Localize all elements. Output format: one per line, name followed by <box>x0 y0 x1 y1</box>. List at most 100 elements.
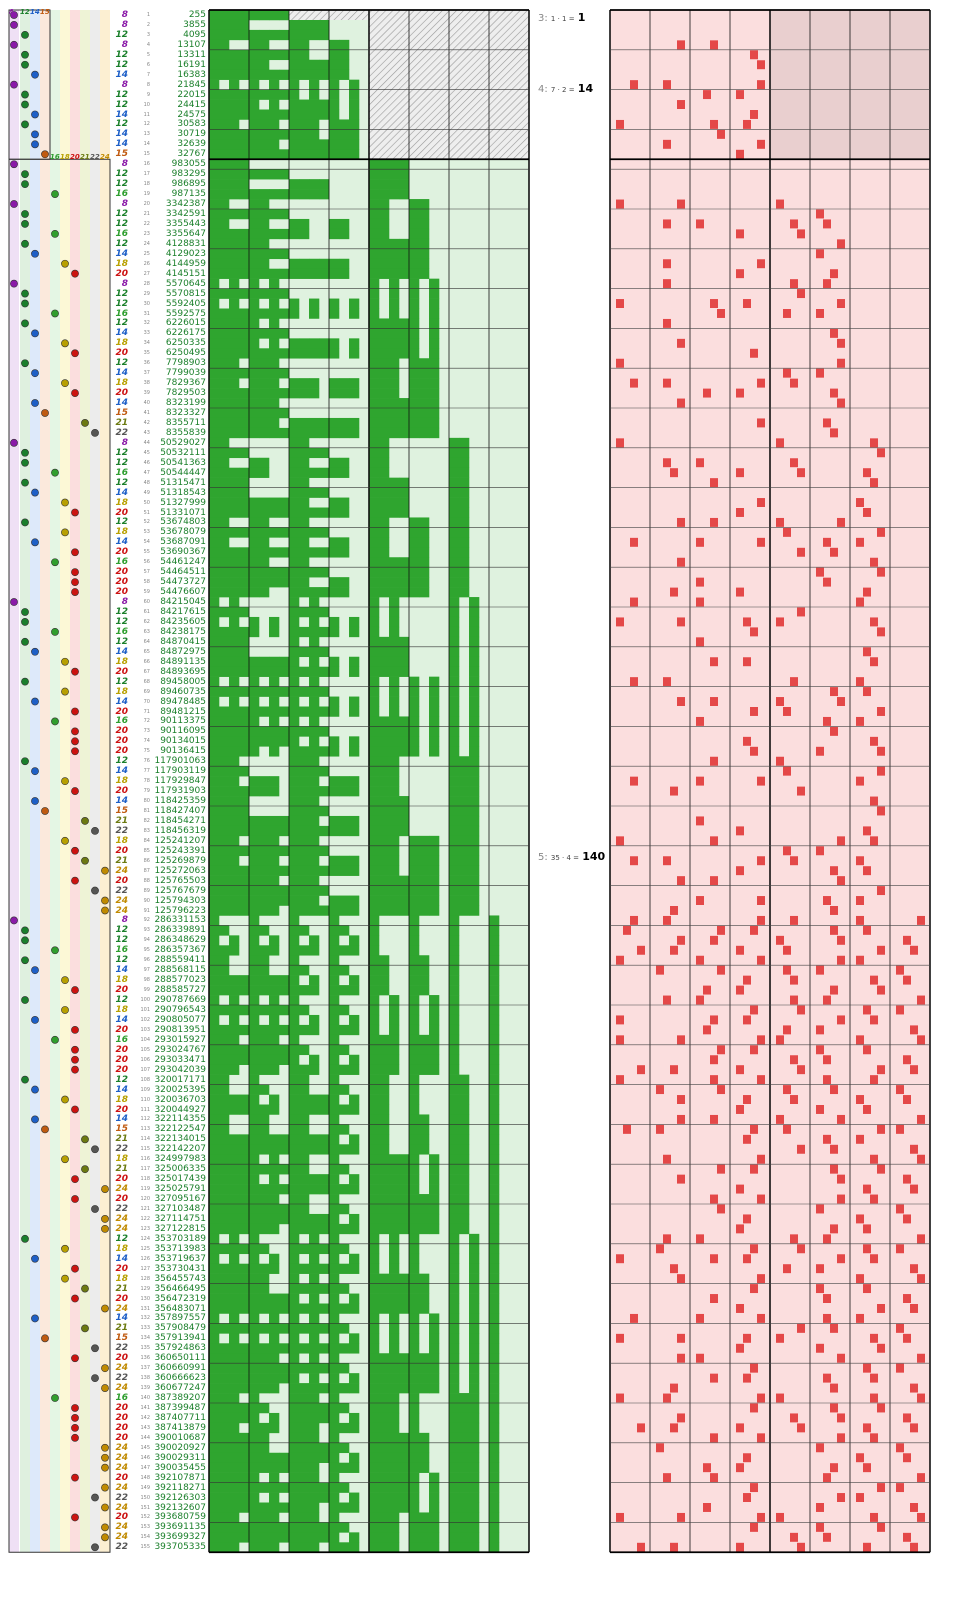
green-bit <box>289 1323 300 1334</box>
green-bit <box>349 1263 360 1274</box>
green-bit <box>219 338 230 349</box>
green-bit <box>219 1204 230 1215</box>
red-bit <box>670 587 678 597</box>
green-bit <box>389 1343 400 1354</box>
green-bit <box>239 1403 250 1414</box>
green-bit <box>389 696 400 707</box>
green-bit <box>489 1104 500 1115</box>
weight-dot <box>81 1324 89 1333</box>
green-bit <box>369 1024 380 1036</box>
green-bit <box>369 1512 380 1523</box>
green-bit <box>209 1383 220 1394</box>
green-bit <box>249 1194 260 1205</box>
green-bit <box>289 995 300 1006</box>
row-value: 90113375 <box>160 716 206 727</box>
green-bit <box>249 1482 260 1493</box>
green-bit <box>429 1542 440 1553</box>
green-bit <box>299 1263 310 1274</box>
green-bit <box>449 835 460 847</box>
weight-header-22: 22 <box>90 153 100 162</box>
green-bit <box>409 1064 420 1075</box>
row-value: 3855 <box>183 19 206 30</box>
row-weight: 14 <box>115 766 128 777</box>
green-bit <box>239 1482 250 1493</box>
green-bit <box>379 427 390 439</box>
red-bit <box>790 677 798 687</box>
green-bit <box>269 1532 280 1543</box>
green-bit <box>209 477 220 488</box>
green-bit <box>459 587 470 598</box>
red-bit <box>917 1353 925 1363</box>
green-bit <box>329 656 340 667</box>
row-weight: 14 <box>115 368 128 379</box>
green-bit <box>399 746 410 757</box>
red-bit <box>823 577 831 587</box>
green-bit <box>309 825 320 837</box>
red-bit <box>710 478 718 488</box>
weight-dot <box>71 1175 79 1184</box>
green-bit <box>449 437 460 449</box>
green-bit <box>409 1522 420 1533</box>
green-bit <box>219 39 230 51</box>
row-index: 116 <box>140 1156 150 1163</box>
red-bit <box>696 1234 704 1244</box>
green-bit <box>259 1005 270 1016</box>
row-value: 357924863 <box>154 1343 206 1354</box>
green-bit <box>419 865 430 876</box>
row-weight: 14 <box>115 1114 128 1125</box>
green-bit <box>229 656 240 667</box>
green-bit <box>369 825 380 837</box>
green-bit <box>379 1094 390 1105</box>
green-bit <box>379 1472 390 1483</box>
row-index: 110 <box>140 1096 150 1103</box>
green-bit <box>289 985 300 996</box>
green-bit <box>329 348 340 359</box>
row-value: 24575 <box>177 109 206 120</box>
green-bit <box>309 1502 320 1513</box>
green-bit <box>309 1482 320 1493</box>
red-bit <box>797 1323 805 1333</box>
green-bit <box>449 1213 460 1225</box>
green-bit <box>339 268 350 279</box>
green-bit <box>399 328 410 339</box>
green-bit <box>369 656 380 667</box>
green-bit <box>389 1204 400 1215</box>
green-bit <box>239 587 250 598</box>
red-bit <box>637 945 645 955</box>
green-bit <box>289 965 300 976</box>
green-bit <box>309 1452 320 1463</box>
green-bit <box>259 288 270 299</box>
green-bit <box>249 1054 260 1065</box>
red-bit <box>750 707 758 716</box>
green-bit <box>449 815 460 827</box>
red-bit <box>877 1403 885 1413</box>
green-bit <box>219 965 230 976</box>
green-bit <box>349 1492 360 1503</box>
green-bit <box>309 756 320 767</box>
green-bit <box>309 666 320 677</box>
red-bit <box>616 358 624 368</box>
green-bit <box>259 457 270 468</box>
row-index: 10 <box>143 101 150 108</box>
red-bit <box>797 229 805 239</box>
green-bit <box>309 905 320 916</box>
green-bit <box>369 726 380 737</box>
row-weight: 12 <box>115 616 128 627</box>
green-bit <box>409 1223 420 1235</box>
row-value: 117901063 <box>154 756 206 767</box>
green-bit <box>299 69 310 80</box>
red-bit <box>750 1045 758 1055</box>
green-bit <box>229 49 240 61</box>
green-bit <box>369 547 380 558</box>
red-bit <box>663 1393 671 1403</box>
green-bit <box>219 109 230 120</box>
row-index: 84 <box>143 837 150 844</box>
row-value: 387389207 <box>154 1393 206 1404</box>
green-bit <box>299 517 310 528</box>
green-bit <box>219 1422 230 1434</box>
row-index: 141 <box>140 1405 150 1411</box>
green-bit <box>269 1104 280 1115</box>
green-bit <box>389 1472 400 1483</box>
green-bit <box>209 746 220 757</box>
green-bit <box>489 955 500 966</box>
